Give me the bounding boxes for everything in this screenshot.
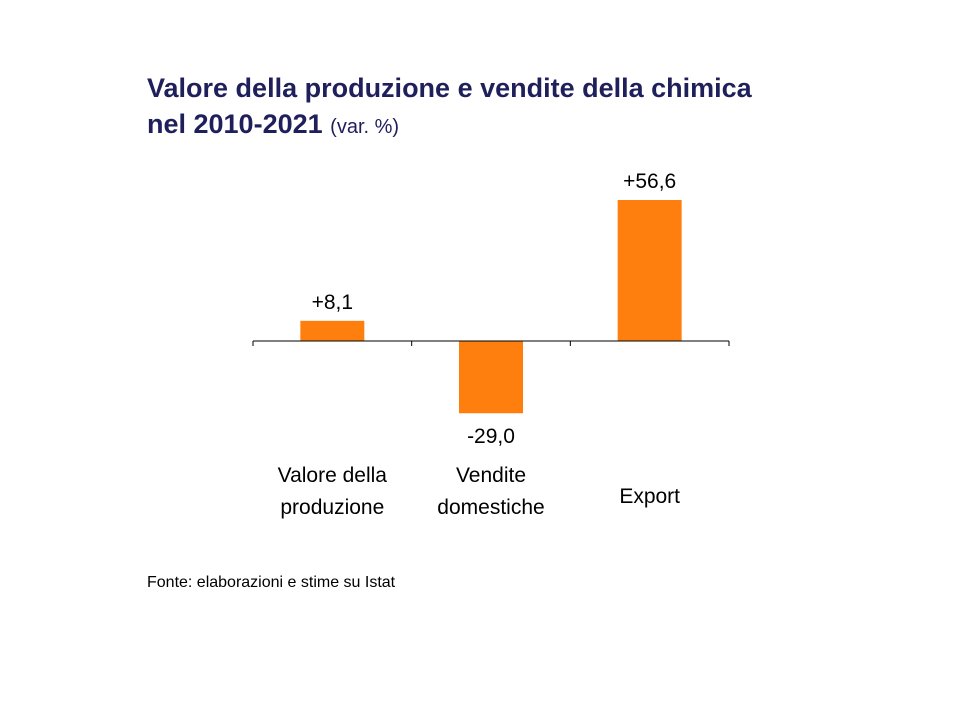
labels-group: +8,1 Valore della produzione -29,0 Vendite do…: [278, 170, 681, 519]
category-label-0-0: Valore della: [278, 464, 388, 487]
bar-1: [459, 341, 523, 414]
chart-title: Valore della produzione e vendite della …: [147, 70, 847, 145]
bar-2: [617, 200, 682, 341]
x-axis: [252, 340, 730, 346]
bar-0: [300, 320, 365, 341]
category-label-1-1: domestiche: [437, 496, 544, 519]
value-label-2: +56,6: [623, 170, 676, 193]
title-line-1: Valore della produzione e vendite della …: [147, 73, 752, 103]
value-label-1: -29,0: [467, 425, 515, 448]
value-label-0: +8,1: [312, 291, 353, 314]
chart-subtitle: (var. %): [330, 116, 400, 138]
category-label-2-0: Export: [619, 485, 680, 508]
title-period: nel 2010-2021: [147, 109, 323, 139]
category-label-0-1: produzione: [280, 496, 384, 519]
title-line-2: nel 2010-2021 (var. %): [147, 106, 847, 145]
category-label-1-0: Vendite: [456, 464, 526, 487]
source-note: Fonte: elaborazioni e stime su Istat: [147, 574, 396, 591]
bars-group: [300, 200, 682, 414]
